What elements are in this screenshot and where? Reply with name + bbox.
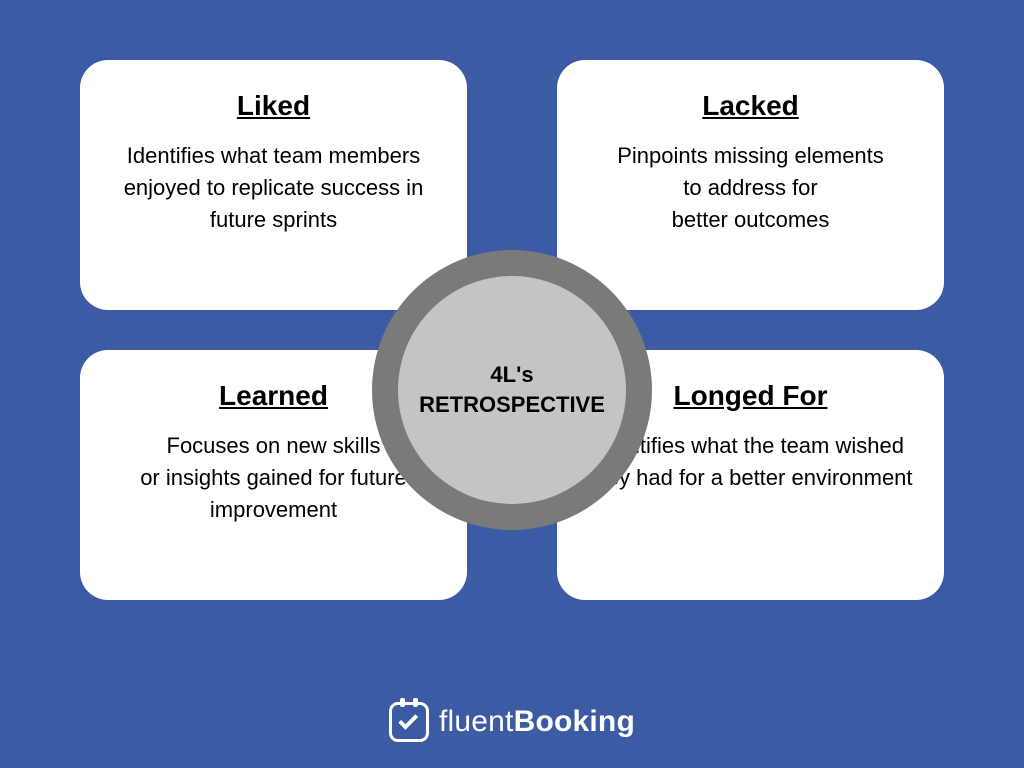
- card-body: Identifies what team members enjoyed to …: [108, 140, 439, 236]
- card-title: Liked: [108, 90, 439, 122]
- card-title: Lacked: [585, 90, 916, 122]
- card-liked: Liked Identifies what team members enjoy…: [80, 60, 467, 310]
- brand-name: fluentBooking: [439, 705, 635, 739]
- card-lacked: Lacked Pinpoints missing elements to add…: [557, 60, 944, 310]
- center-circle-outer: 4L's RETROSPECTIVE: [372, 250, 652, 530]
- card-body: Pinpoints missing elements to address fo…: [585, 140, 916, 236]
- check-mark: [398, 710, 418, 730]
- brand-name-light: fluent: [439, 705, 514, 738]
- brand-logo: fluentBooking: [389, 702, 635, 742]
- center-title: 4L's RETROSPECTIVE: [419, 360, 605, 419]
- brand-name-bold: Booking: [514, 705, 635, 738]
- center-circle-inner: 4L's RETROSPECTIVE: [398, 276, 626, 504]
- calendar-check-icon: [389, 702, 429, 742]
